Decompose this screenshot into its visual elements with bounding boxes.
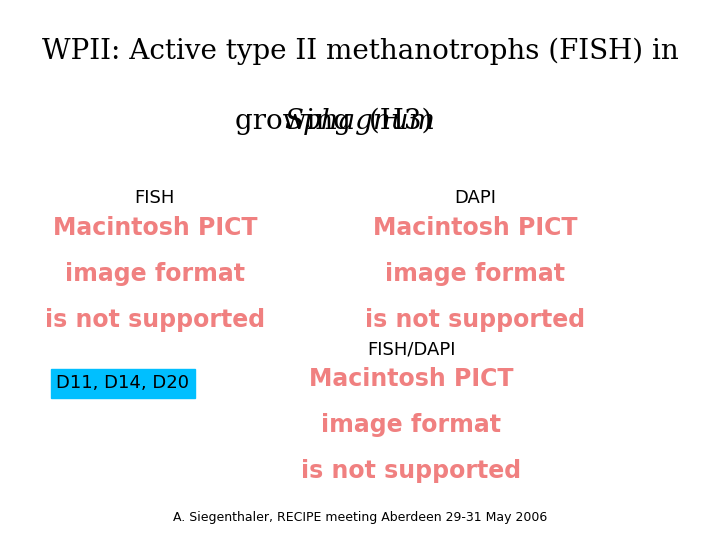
Text: FISH/DAPI: FISH/DAPI [367, 340, 456, 358]
Text: (H3): (H3) [360, 108, 433, 135]
Text: image format: image format [65, 262, 245, 286]
Text: image format: image format [321, 413, 501, 437]
Text: WPII: Active type II methanotrophs (FISH) in: WPII: Active type II methanotrophs (FISH… [42, 38, 678, 65]
Text: Macintosh PICT: Macintosh PICT [53, 216, 257, 240]
Text: Macintosh PICT: Macintosh PICT [373, 216, 577, 240]
Text: image format: image format [385, 262, 565, 286]
Text: DAPI: DAPI [454, 189, 496, 207]
Text: D11, D14, D20: D11, D14, D20 [56, 374, 189, 393]
Text: FISH: FISH [135, 189, 175, 207]
Text: Sphagnum: Sphagnum [284, 108, 436, 135]
Text: is not supported: is not supported [301, 459, 521, 483]
Text: A. Siegenthaler, RECIPE meeting Aberdeen 29-31 May 2006: A. Siegenthaler, RECIPE meeting Aberdeen… [173, 511, 547, 524]
Text: growing: growing [235, 108, 360, 135]
Text: is not supported: is not supported [365, 308, 585, 332]
Text: Macintosh PICT: Macintosh PICT [309, 367, 513, 391]
Text: is not supported: is not supported [45, 308, 265, 332]
